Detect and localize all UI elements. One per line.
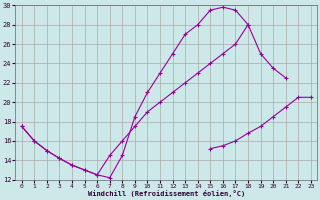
X-axis label: Windchill (Refroidissement éolien,°C): Windchill (Refroidissement éolien,°C): [88, 190, 245, 197]
